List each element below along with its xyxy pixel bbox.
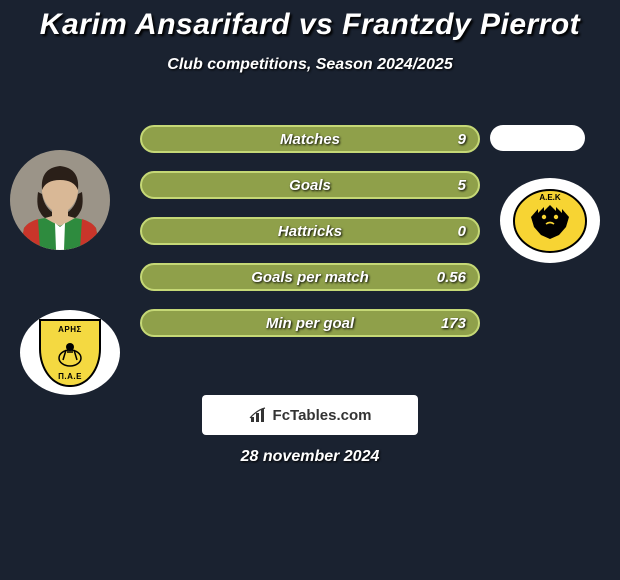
club-badge-right: Α.Ε.Κ: [500, 178, 600, 263]
stat-label: Goals: [142, 177, 478, 194]
stat-label: Matches: [142, 131, 478, 148]
stat-value-right: 0: [458, 223, 466, 240]
stat-value-right: 5: [458, 177, 466, 194]
stat-row-min-per-goal: Min per goal 173: [140, 309, 480, 337]
club-badge-left-text-bottom: Π.Α.Ε: [58, 372, 82, 381]
club-badge-left-text-top: ΑΡΗΣ: [58, 325, 82, 334]
stat-row-goals-per-match: Goals per match 0.56: [140, 263, 480, 291]
stat-label: Min per goal: [142, 315, 478, 332]
bar-chart-icon: [249, 407, 269, 423]
stat-row-goals: Goals 5: [140, 171, 480, 199]
stat-label: Goals per match: [142, 269, 478, 286]
club-badge-right-text: Α.Ε.Κ: [539, 193, 561, 202]
footer-brand-text: FcTables.com: [273, 407, 372, 424]
stat-value-right: 0.56: [437, 269, 466, 286]
stat-label: Hattricks: [142, 223, 478, 240]
footer-brand-box: FcTables.com: [202, 395, 418, 435]
stat-row-hattricks: Hattricks 0: [140, 217, 480, 245]
stat-value-right: 9: [458, 131, 466, 148]
comparison-subtitle: Club competitions, Season 2024/2025: [0, 56, 620, 74]
player-left-avatar: [10, 150, 110, 250]
stat-value-right: 173: [441, 315, 466, 332]
comparison-date: 28 november 2024: [0, 448, 620, 466]
stats-list: Matches 9 Goals 5 Hattricks 0 Goals per …: [140, 125, 480, 355]
player-right-avatar: [490, 125, 585, 151]
comparison-title: Karim Ansarifard vs Frantzdy Pierrot: [0, 0, 620, 42]
stat-row-matches: Matches 9: [140, 125, 480, 153]
club-badge-left: ΑΡΗΣ Π.Α.Ε: [20, 310, 120, 395]
